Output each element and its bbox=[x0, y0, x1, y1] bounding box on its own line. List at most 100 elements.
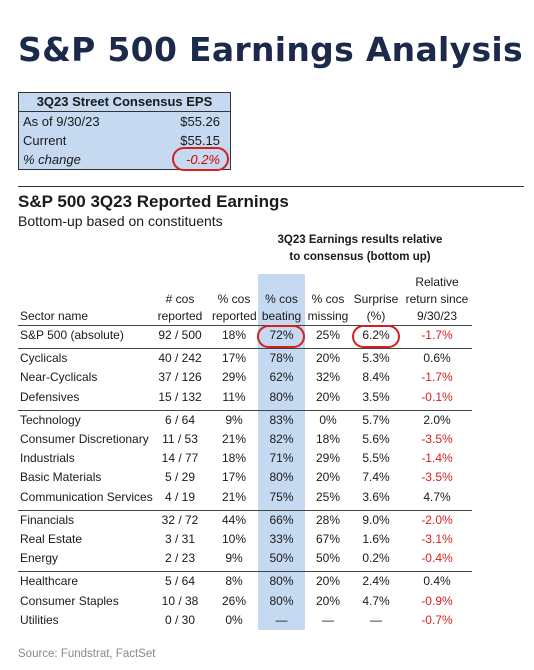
section-title: S&P 500 3Q23 Reported Earnings bbox=[18, 192, 289, 211]
table-cell-name: Healthcare bbox=[20, 574, 79, 589]
table-cell-relative: 4.7% bbox=[423, 489, 451, 504]
table-cell-beating: 80% bbox=[269, 574, 294, 589]
table-cell-name: Communication Services bbox=[20, 489, 153, 504]
table-cell-relative: 0.6% bbox=[423, 351, 451, 366]
table-cell-relative: 2.0% bbox=[423, 412, 451, 427]
table-cell-reported: 0 / 30 bbox=[164, 612, 196, 627]
group-divider bbox=[18, 571, 472, 573]
table-cell-beating: 78% bbox=[269, 351, 294, 366]
results-note-line: 3Q23 Earnings results relative bbox=[277, 234, 443, 246]
consensus-label: As of 9/30/23 bbox=[23, 114, 100, 129]
highlight-ring bbox=[257, 325, 305, 348]
table-cell-relative: -1.7% bbox=[421, 328, 453, 342]
table-cell-name: Industrials bbox=[20, 451, 75, 466]
highlight-ring bbox=[352, 325, 400, 348]
table-cell-reported: 10 / 38 bbox=[161, 593, 199, 608]
table-cell-relative: -3.1% bbox=[421, 532, 453, 546]
table-cell-reported: 40 / 242 bbox=[158, 351, 202, 366]
group-divider bbox=[18, 409, 472, 411]
table-cell-beating: 50% bbox=[269, 551, 294, 566]
table-cell-missing: 28% bbox=[315, 512, 341, 527]
consensus-row-asof: As of 9/30/23 $55.26 bbox=[19, 112, 230, 131]
consensus-eps-header: 3Q23 Street Consensus EPS bbox=[19, 93, 230, 112]
col-header-surprise: Surprise (%) bbox=[353, 292, 399, 323]
table-cell-beating: 33% bbox=[269, 532, 294, 546]
col-header-pct-reported: % cos reported bbox=[212, 292, 257, 323]
table-cell-pct-reported: 10% bbox=[221, 532, 247, 546]
table-cell-name: Near-Cyclicals bbox=[20, 370, 98, 385]
table-cell-missing: 0% bbox=[319, 412, 337, 427]
source-note: Source: Fundstrat, FactSet bbox=[18, 648, 156, 660]
table-cell-beating: 82% bbox=[269, 432, 294, 446]
table-cell-name: Consumer Discretionary bbox=[20, 432, 149, 446]
table-cell-missing: 20% bbox=[315, 593, 341, 608]
consensus-label: Current bbox=[23, 133, 67, 148]
table-cell-relative: -2.0% bbox=[421, 512, 453, 527]
table-cell-beating: 75% bbox=[269, 489, 294, 504]
table-cell-surprise: 5.6% bbox=[362, 432, 390, 446]
table-cell-relative: 0.4% bbox=[423, 574, 451, 589]
table-cell-surprise: 5.3% bbox=[362, 351, 390, 366]
table-cell-relative: -1.7% bbox=[421, 370, 453, 385]
table-cell-beating: 72% bbox=[269, 328, 294, 342]
table-cell-surprise: 5.7% bbox=[362, 412, 390, 427]
table-cell-beating: 80% bbox=[269, 470, 294, 485]
table-cell-reported: 3 / 31 bbox=[164, 532, 196, 546]
table-cell-surprise: 0.2% bbox=[362, 551, 390, 566]
table-cell-name: Cyclicals bbox=[20, 351, 68, 366]
table-cell-pct-reported: 8% bbox=[225, 574, 243, 589]
table-cell-surprise: 6.2% bbox=[362, 328, 390, 342]
col-header-beating: % cos beating bbox=[261, 292, 302, 323]
table-cell-reported: 2 / 23 bbox=[164, 551, 196, 566]
table-cell-reported: 5 / 64 bbox=[164, 574, 196, 589]
table-cell-pct-reported: 9% bbox=[225, 551, 243, 566]
table-cell-missing: 25% bbox=[315, 328, 341, 342]
table-cell-beating: 80% bbox=[269, 593, 294, 608]
table-cell-beating: 83% bbox=[269, 412, 294, 427]
section-subtitle: Bottom-up based on constituents bbox=[18, 213, 223, 229]
col-header-reported: # cos reported bbox=[157, 292, 203, 323]
table-cell-relative: -0.7% bbox=[421, 612, 453, 627]
table-cell-surprise: 4.7% bbox=[362, 593, 390, 608]
table-cell-pct-reported: 9% bbox=[225, 412, 243, 427]
col-header-relative: Relative return since 9/30/23 bbox=[405, 275, 469, 323]
table-cell-missing: 32% bbox=[315, 370, 341, 385]
table-cell-missing: 50% bbox=[315, 551, 341, 566]
page-title: S&P 500 Earnings Analysis bbox=[18, 30, 523, 69]
table-cell-name: Technology bbox=[20, 412, 81, 427]
table-cell-missing: 25% bbox=[315, 489, 341, 504]
table-cell-pct-reported: 26% bbox=[221, 593, 247, 608]
table-cell-missing: 20% bbox=[315, 351, 341, 366]
table-cell-relative: -0.4% bbox=[421, 551, 453, 566]
table-cell-surprise: 2.4% bbox=[362, 574, 390, 589]
table-cell-name: Financials bbox=[20, 512, 75, 527]
consensus-value: -0.2% bbox=[186, 152, 220, 167]
col-header-missing: % cos missing bbox=[307, 292, 349, 323]
table-cell-name: Consumer Staples bbox=[20, 593, 119, 608]
table-cell-beating: 71% bbox=[269, 451, 294, 466]
group-divider bbox=[18, 509, 472, 511]
table-cell-pct-reported: 21% bbox=[221, 432, 247, 446]
table-cell-pct-reported: 21% bbox=[221, 489, 247, 504]
table-cell-reported: 32 / 72 bbox=[161, 512, 199, 527]
table-cell-surprise: 9.0% bbox=[362, 512, 390, 527]
table-cell-missing: 20% bbox=[315, 574, 341, 589]
table-cell-pct-reported: 0% bbox=[225, 612, 243, 627]
table-cell-pct-reported: 29% bbox=[221, 370, 247, 385]
table-cell-reported: 37 / 126 bbox=[158, 370, 202, 385]
table-cell-beating: 62% bbox=[269, 370, 294, 385]
table-cell-relative: -1.4% bbox=[421, 451, 453, 466]
table-cell-beating: — bbox=[275, 612, 288, 627]
table-cell-missing: 18% bbox=[315, 432, 341, 446]
table-cell-name: Energy bbox=[20, 551, 59, 566]
consensus-row-change: % change -0.2% bbox=[19, 150, 230, 169]
table-cell-name: Real Estate bbox=[20, 532, 83, 546]
table-cell-beating: 80% bbox=[269, 389, 294, 404]
group-divider bbox=[18, 348, 472, 350]
table-cell-relative: -3.5% bbox=[421, 432, 453, 446]
table-cell-reported: 92 / 500 bbox=[158, 328, 202, 342]
table-cell-reported: 5 / 29 bbox=[164, 470, 196, 485]
table-cell-surprise: 3.6% bbox=[362, 489, 390, 504]
table-cell-missing: 20% bbox=[315, 470, 341, 485]
table-cell-pct-reported: 18% bbox=[221, 328, 247, 342]
